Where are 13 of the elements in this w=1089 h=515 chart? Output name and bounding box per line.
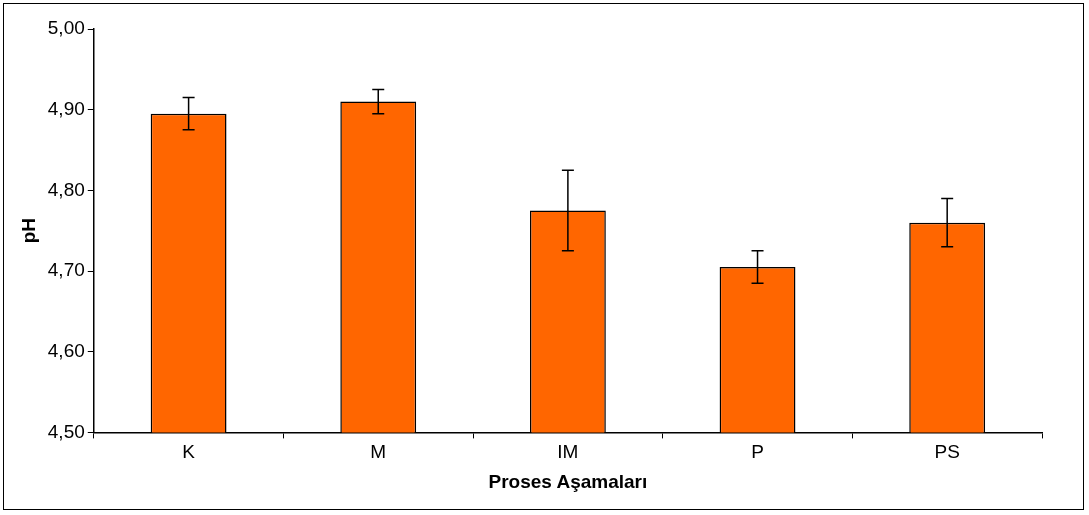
x-tick-label: M [370,441,387,463]
x-axis-title: Proses Aşamaları [488,470,648,492]
x-tick-label: P [751,441,764,463]
x-tick-label: IM [557,441,579,463]
x-tick-label: PS [934,441,960,463]
y-axis-title: pH [17,218,39,244]
y-tick-label: 4,80 [47,178,85,200]
y-tick-label: 4,60 [47,339,85,361]
x-tick-label: K [182,441,196,463]
y-tick-label: 4,90 [47,97,85,119]
y-tick-label: 4,70 [47,259,85,281]
y-tick-label: 4,50 [47,420,85,442]
y-tick-label: 5,00 [47,17,85,39]
